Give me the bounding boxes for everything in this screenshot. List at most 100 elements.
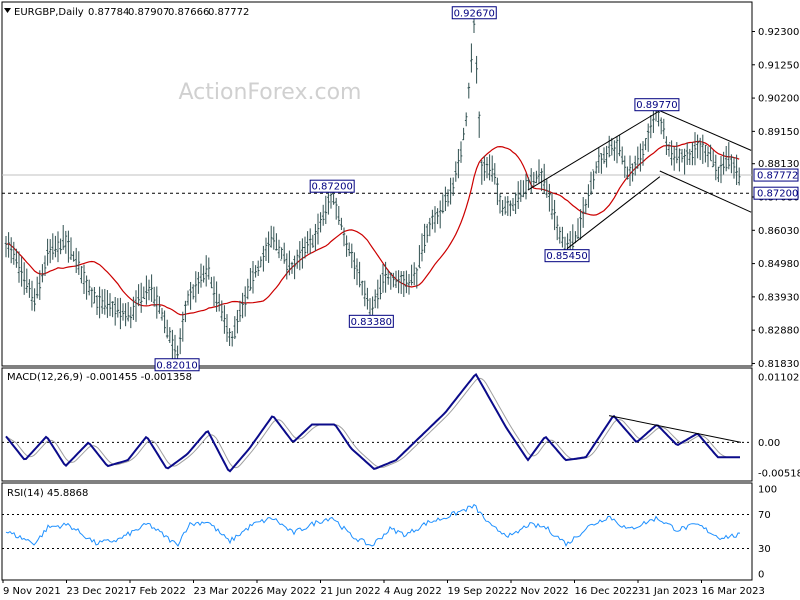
ohlc-bar	[80, 266, 83, 284]
ohlc-bar	[301, 238, 304, 269]
ohlc-bar	[542, 163, 546, 195]
ohlc-bar	[685, 142, 689, 165]
ohlc-bar	[675, 142, 679, 164]
ohlc-bar	[113, 296, 117, 326]
ohlc-bar	[379, 274, 382, 300]
ohlc-bar	[124, 303, 127, 327]
ohlc-bar	[25, 268, 29, 293]
ohlc-bar	[470, 43, 473, 73]
ohlc-bar	[210, 276, 213, 289]
ohlc-bar	[353, 252, 356, 280]
price-level-lines	[2, 174, 752, 194]
ohlc-bar	[600, 153, 603, 174]
macd-tick-label: 0.011023	[758, 372, 800, 383]
ohlc-bar	[277, 239, 281, 259]
axis-label-text: 0.87772	[757, 171, 798, 182]
falling-channel-lower-line	[659, 170, 752, 213]
ohlc-bar	[249, 268, 252, 291]
ohlc-bar	[54, 235, 57, 258]
ohlc-bar	[95, 295, 99, 315]
ohlc-bar	[537, 159, 541, 184]
ohlc-bar	[293, 255, 296, 280]
ohlc-bar	[345, 235, 348, 257]
ohlc-bar	[483, 155, 486, 181]
ohlc-bar	[314, 223, 317, 252]
annotation-box	[634, 98, 680, 112]
ohlc-bar	[602, 147, 606, 164]
ohlc-bar	[425, 223, 429, 243]
ohlc-bar	[449, 177, 452, 205]
x-tick-label: 23 Mar 2022	[194, 586, 257, 597]
ohlc-bar	[698, 137, 702, 161]
rsi-tick-label: 30	[758, 544, 771, 555]
ohlc-bar	[43, 255, 47, 277]
ohlc-bar	[72, 251, 75, 262]
ohlc-bar	[688, 148, 692, 166]
macd-tick-label: -0.00518	[758, 469, 800, 480]
ohlc-bar	[511, 197, 515, 211]
x-tick-label: 9 Nov 2021	[3, 586, 61, 597]
ohlc-bar	[454, 161, 458, 182]
ohlc-bar	[251, 260, 255, 294]
ohlc-bar	[288, 250, 291, 276]
ohlc-close: 0.87772	[208, 7, 249, 18]
ohlc-bar	[204, 255, 208, 287]
ohlc-bar	[267, 231, 270, 263]
ohlc-bar	[90, 287, 94, 308]
x-tick-label: 19 Sep 2022	[448, 586, 511, 597]
ohlc-bar	[636, 146, 640, 169]
x-tick-label: 21 Jun 2022	[321, 586, 381, 597]
price-tick-label: 0.82880	[758, 326, 799, 337]
ohlc-bar	[431, 209, 434, 230]
ohlc-bar	[9, 237, 13, 264]
ohlc-bar	[646, 123, 650, 152]
ohlc-bar	[7, 232, 10, 258]
falling-channel-upper-line	[659, 110, 752, 151]
ohlc-bar	[649, 115, 653, 139]
ohlc-bar	[548, 183, 551, 212]
ohlc-bar	[350, 243, 354, 269]
price-annotation: 0.83380	[348, 314, 394, 328]
ohlc-bar	[56, 231, 60, 263]
ohlc-bar	[555, 215, 559, 241]
ohlc-bar	[709, 144, 712, 162]
panel-border	[1, 1, 753, 367]
ohlc-bar	[605, 145, 608, 168]
ohlc-bar	[732, 157, 736, 179]
ohlc-bar	[438, 200, 442, 229]
ohlc-bar	[30, 280, 34, 311]
annotation-label: 0.92670	[454, 8, 495, 19]
ohlc-bar	[496, 177, 499, 206]
ohlc-bar	[254, 265, 257, 278]
ohlc-bar	[51, 233, 55, 260]
ma-line	[5, 140, 740, 316]
annotation-label: 0.89770	[636, 100, 677, 111]
ohlc-bar	[386, 269, 390, 285]
ohlc-bar	[306, 231, 309, 254]
ohlc-bar	[480, 160, 484, 185]
ohlc-bar	[657, 109, 660, 127]
ohlc-bar	[215, 281, 218, 312]
ohlc-bar	[202, 265, 205, 283]
ohlc-bar	[100, 289, 104, 314]
ohlc-bar	[4, 235, 8, 258]
ohlc-bar	[225, 314, 229, 342]
ohlc-bar	[121, 303, 125, 321]
ohlc-bar	[592, 169, 595, 190]
ohlc-bar	[342, 227, 346, 247]
annotation-label: 0.85450	[546, 251, 587, 262]
ohlc-bar	[337, 206, 341, 225]
ohlc-bar	[623, 155, 627, 178]
price-annotation: 0.89770	[634, 98, 680, 112]
x-tick-label: 7 Feb 2022	[130, 586, 186, 597]
ohlc-bar	[717, 166, 720, 183]
ohlc-bar	[631, 163, 634, 182]
ohlc-bar	[46, 238, 49, 266]
ohlc-bar	[272, 226, 276, 250]
ohlc-bar	[737, 167, 741, 186]
ohlc-bar	[384, 261, 387, 293]
ohlc-bar	[587, 184, 590, 208]
ohlc-bar	[165, 319, 169, 339]
x-tick-label: 16 Mar 2023	[702, 586, 765, 597]
